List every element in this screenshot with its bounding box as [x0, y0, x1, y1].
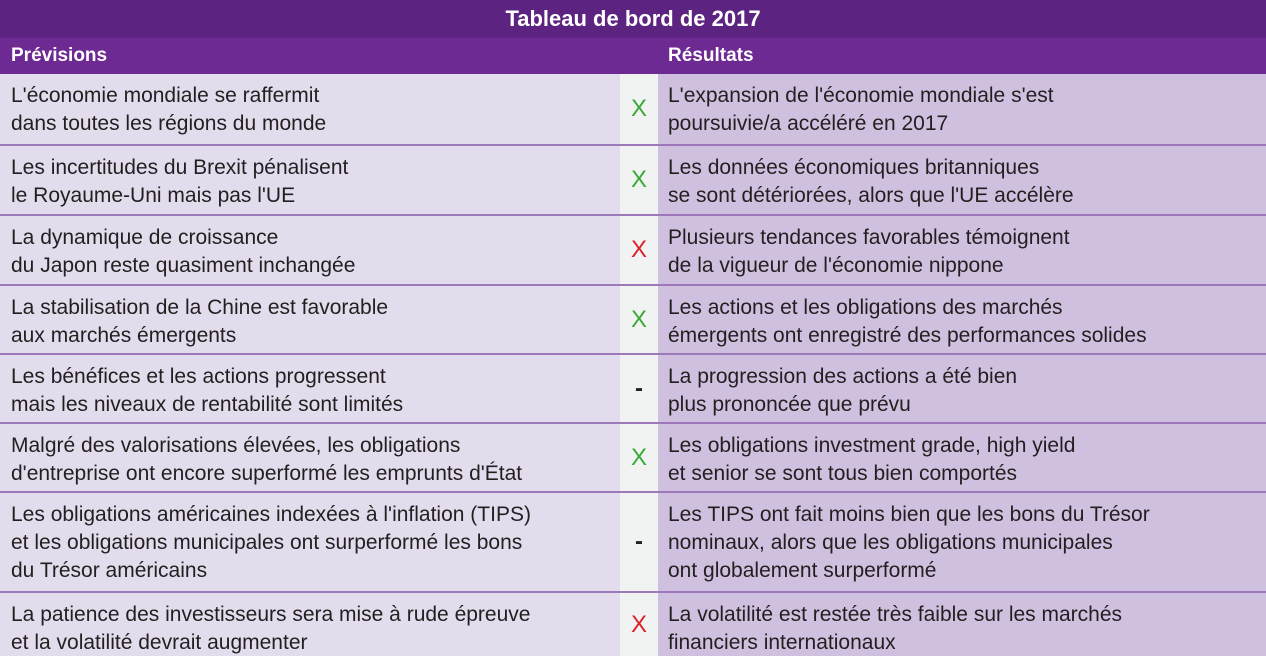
- dash-mark: -: [635, 374, 643, 402]
- forecast-cell: Malgré des valorisations élevées, les ob…: [0, 424, 620, 491]
- forecast-text-line: et la volatilité devrait augmenter: [11, 631, 308, 654]
- result-text-line: de la vigueur de l'économie nippone: [668, 254, 1004, 277]
- forecast-cell: Les bénéfices et les actions progressent…: [0, 355, 620, 422]
- red-x-mark: X: [630, 610, 647, 638]
- table-row: La stabilisation de la Chine est favorab…: [0, 284, 1266, 353]
- mark-cell: X: [620, 74, 658, 144]
- forecast-cell: La dynamique de croissance du Japon reste…: [0, 216, 620, 284]
- result-cell: Les données économiques britanniques se s…: [658, 146, 1266, 214]
- result-text-line: Les obligations investment grade, high y…: [668, 434, 1076, 457]
- mark-cell: X: [620, 146, 658, 214]
- forecast-text-line: L'économie mondiale se raffermit: [11, 84, 320, 107]
- forecast-text-line: aux marchés émergents: [11, 324, 237, 347]
- mark-cell: -: [620, 493, 658, 591]
- forecast-text-line: le Royaume-Uni mais pas l'UE: [11, 184, 296, 207]
- table-body: L'économie mondiale se raffermit dans tou…: [0, 74, 1266, 656]
- result-text-line: poursuivie/a accéléré en 2017: [668, 112, 949, 135]
- result-text-line: Les actions et les obligations des march…: [668, 296, 1063, 319]
- result-cell: Les TIPS ont fait moins bien que les bon…: [658, 493, 1266, 591]
- results-column-header: Résultats: [668, 45, 754, 66]
- forecast-cell: L'économie mondiale se raffermit dans tou…: [0, 74, 620, 144]
- forecast-text-line: Les incertitudes du Brexit pénalisent: [11, 156, 349, 179]
- result-text-line: plus prononcée que prévu: [668, 393, 911, 416]
- result-text-line: nominaux, alors que les obligations muni…: [668, 531, 1113, 554]
- forecast-text-line: Les obligations américaines indexées à l…: [11, 503, 531, 526]
- dash-mark: -: [635, 528, 643, 555]
- forecast-text-line: La stabilisation de la Chine est favorab…: [11, 296, 389, 319]
- result-cell: L'expansion de l'économie mondiale s'est…: [658, 74, 1266, 144]
- table-row: La dynamique de croissance du Japon reste…: [0, 214, 1266, 284]
- result-text-line: et senior se sont tous bien comportés: [668, 462, 1018, 485]
- column-header-row: Prévisions Résultats: [0, 38, 1266, 74]
- table-row: Les obligations américaines indexées à l…: [0, 491, 1266, 591]
- forecast-text-line: du Japon reste quasiment inchangée: [11, 254, 356, 277]
- result-text-line: ont globalement surperformé: [668, 559, 937, 582]
- table-row: Les incertitudes du Brexit pénalisent le …: [0, 144, 1266, 214]
- forecast-cell: Les incertitudes du Brexit pénalisent le …: [0, 146, 620, 214]
- table-row: Les bénéfices et les actions progressent…: [0, 353, 1266, 422]
- green-x-mark: X: [630, 443, 647, 471]
- green-x-mark: X: [630, 95, 647, 122]
- forecast-text-line: d'entreprise ont encore superformé les e…: [11, 462, 523, 485]
- mark-cell: X: [620, 286, 658, 353]
- forecast-text-line: Malgré des valorisations élevées, les ob…: [11, 434, 461, 457]
- forecast-text-line: Les bénéfices et les actions progressent: [11, 365, 386, 388]
- result-text-line: financiers internationaux: [668, 631, 896, 654]
- result-cell: La volatilité est restée très faible sur…: [658, 593, 1266, 656]
- result-text-line: Les données économiques britanniques: [668, 156, 1040, 179]
- result-text-line: L'expansion de l'économie mondiale s'est: [668, 84, 1054, 107]
- forecast-cell: La stabilisation de la Chine est favorab…: [0, 286, 620, 353]
- mark-cell: X: [620, 593, 658, 656]
- result-text-line: émergents ont enregistré des performance…: [668, 324, 1147, 347]
- table-row: L'économie mondiale se raffermit dans tou…: [0, 74, 1266, 144]
- result-cell: Les obligations investment grade, high y…: [658, 424, 1266, 491]
- forecast-text-line: du Trésor américains: [11, 559, 208, 582]
- forecast-cell: Les obligations américaines indexées à l…: [0, 493, 620, 591]
- forecast-text-line: et les obligations municipales ont surpe…: [11, 531, 523, 554]
- result-text-line: Plusieurs tendances favorables témoignen…: [668, 226, 1070, 249]
- result-cell: La progression des actions a été bien plu…: [658, 355, 1266, 422]
- forecast-text-line: mais les niveaux de rentabilité sont lim…: [11, 393, 404, 416]
- result-text-line: Les TIPS ont fait moins bien que les bon…: [668, 503, 1150, 526]
- forecasts-column-header: Prévisions: [11, 45, 108, 66]
- green-x-mark: X: [630, 305, 647, 333]
- table-row: Malgré des valorisations élevées, les ob…: [0, 422, 1266, 491]
- result-text-line: se sont détériorées, alors que l'UE accé…: [668, 184, 1074, 207]
- table-title: Tableau de bord de 2017: [0, 0, 1266, 38]
- forecast-cell: La patience des investisseurs sera mise …: [0, 593, 620, 656]
- mark-cell: X: [620, 216, 658, 284]
- result-text-line: La volatilité est restée très faible sur…: [668, 603, 1123, 626]
- table-row: La patience des investisseurs sera mise …: [0, 591, 1266, 656]
- mark-cell: X: [620, 424, 658, 491]
- forecast-text-line: La dynamique de croissance: [11, 226, 279, 249]
- result-cell: Plusieurs tendances favorables témoignen…: [658, 216, 1266, 284]
- mark-cell: -: [620, 355, 658, 422]
- result-cell: Les actions et les obligations des march…: [658, 286, 1266, 353]
- result-text-line: La progression des actions a été bien: [668, 365, 1018, 388]
- forecast-text-line: dans toutes les régions du monde: [11, 112, 327, 135]
- red-x-mark: X: [630, 236, 647, 263]
- forecast-text-line: La patience des investisseurs sera mise …: [11, 603, 531, 626]
- green-x-mark: X: [630, 166, 647, 193]
